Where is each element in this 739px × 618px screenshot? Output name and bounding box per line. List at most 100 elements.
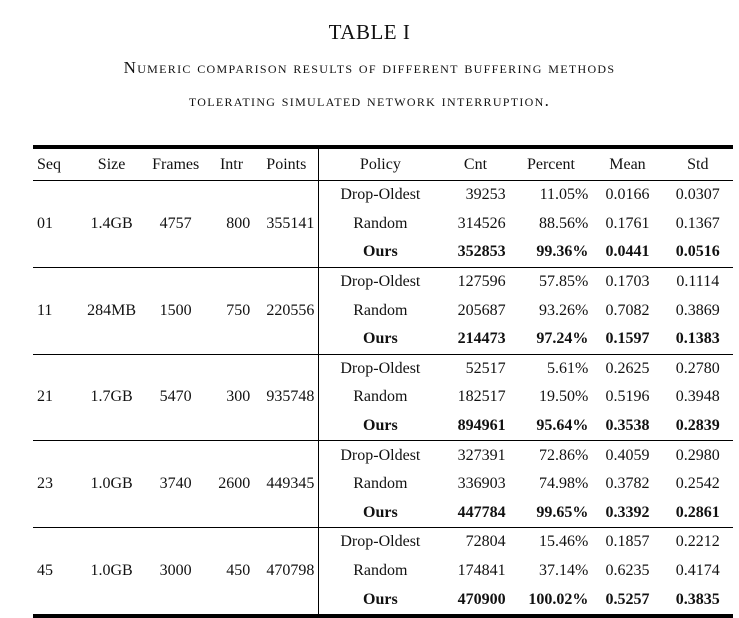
cell-std: 0.1367 [675, 214, 720, 232]
cell-percent: 5.61% [546, 359, 589, 377]
cell-policy: Ours [318, 411, 442, 442]
cell-std: 0.2212 [675, 533, 720, 551]
cell-percent: 99.36% [509, 238, 593, 268]
cell-percent: 74.98% [538, 475, 589, 493]
cell-policy: Drop-Oldest [318, 527, 442, 557]
cell-policy: Drop-Oldest [318, 180, 442, 210]
table-row: 45 1.0GB 3000 450 470798 Drop-Oldest 72804 15.4… [33, 527, 733, 618]
cell-percent: 19.50% [538, 388, 589, 406]
results-table: Seq Size Frames Intr Points Policy Cnt P… [33, 145, 733, 618]
table-row: 11 284MB 1500 750 220556 Drop-Oldest 127596 57.… [33, 267, 733, 355]
cell-mean: 0.1857 [605, 533, 650, 551]
cell-frames: 3740 [142, 440, 209, 529]
cell-policy: Ours [318, 324, 442, 355]
cell-std: 0.2839 [662, 411, 733, 442]
table-row: Random 174841 37.14% 0.6235 0.4174 [33, 556, 733, 586]
cell-frames: 5470 [142, 354, 209, 442]
cell-policy: Random [318, 209, 442, 239]
table-row: Random 314526 88.56% 0.1761 0.1367 [33, 209, 733, 239]
cell-seq: 01 [33, 180, 81, 268]
table-row: Ours 894961 95.64% 0.3538 0.2839 [33, 411, 733, 442]
table-row: Ours 352853 99.36% 0.0441 0.0516 [33, 238, 733, 268]
cell-std: 0.3869 [675, 301, 720, 319]
header-seq: Seq [33, 147, 81, 181]
cell-size: 284MB [80, 267, 143, 355]
header-percent: Percent [509, 147, 593, 181]
cell-policy: Ours [318, 238, 442, 268]
cell-percent: 15.46% [538, 533, 589, 551]
table-body: 01 1.4GB 4757 800 355141 Drop-Oldest 39253 11.0… [33, 180, 733, 618]
cell-percent: 57.85% [538, 273, 589, 291]
cell-cnt: 72804 [465, 533, 506, 551]
cell-intr: 300 [208, 354, 255, 442]
cell-percent: 88.56% [538, 214, 589, 232]
cell-mean: 0.1703 [605, 273, 650, 291]
cell-policy: Random [318, 296, 442, 325]
table-row: Random 182517 19.50% 0.5196 0.3948 [33, 383, 733, 412]
table-row: Ours 447784 99.65% 0.3392 0.2861 [33, 498, 733, 529]
cell-mean: 0.3392 [592, 498, 663, 529]
cell-percent: 37.14% [538, 562, 589, 580]
cell-cnt: 327391 [457, 446, 506, 464]
cell-frames: 3000 [142, 527, 209, 618]
cell-policy: Drop-Oldest [318, 440, 442, 470]
header-size: Size [80, 147, 143, 181]
cell-std: 0.3835 [662, 585, 733, 618]
cell-size: 1.0GB [80, 527, 143, 618]
cell-mean: 0.2625 [605, 359, 650, 377]
header-std: Std [662, 147, 733, 181]
cell-std: 0.2861 [662, 498, 733, 529]
cell-std: 0.1114 [676, 273, 720, 291]
cell-intr: 750 [208, 267, 255, 355]
cell-policy: Drop-Oldest [318, 354, 442, 384]
cell-std: 0.2780 [675, 359, 720, 377]
cell-mean: 0.1597 [592, 324, 663, 355]
cell-cnt: 336903 [457, 475, 506, 493]
table-number: TABLE I [328, 20, 411, 44]
cell-intr: 450 [208, 527, 255, 618]
cell-cnt: 127596 [457, 273, 506, 291]
cell-intr: 2600 [208, 440, 255, 529]
cell-cnt: 470900 [441, 585, 510, 618]
cell-seq: 11 [33, 267, 81, 355]
cell-size: 1.0GB [80, 440, 143, 529]
cell-mean: 0.5257 [592, 585, 663, 618]
table-row: 23 1.0GB 3740 2600 449345 Drop-Oldest 327391 72… [33, 440, 733, 529]
cell-cnt: 52517 [465, 359, 506, 377]
cell-cnt: 214473 [441, 324, 510, 355]
cell-size: 1.7GB [80, 354, 143, 442]
cell-std: 0.1383 [662, 324, 733, 355]
cell-policy: Ours [318, 498, 442, 529]
cell-frames: 1500 [142, 267, 209, 355]
cell-frames: 4757 [142, 180, 209, 268]
table-header-row: Seq Size Frames Intr Points Policy Cnt P… [33, 147, 733, 181]
cell-policy: Random [318, 383, 442, 412]
cell-points: 935748 [254, 354, 319, 442]
cell-mean: 0.0166 [605, 186, 650, 204]
cell-std: 0.4174 [675, 562, 720, 580]
cell-points: 470798 [254, 527, 319, 618]
cell-seq: 21 [33, 354, 81, 442]
cell-policy: Random [318, 469, 442, 499]
cell-mean: 0.4059 [605, 446, 650, 464]
cell-cnt: 352853 [441, 238, 510, 268]
header-intr: Intr [208, 147, 255, 181]
cell-std: 0.3948 [675, 388, 720, 406]
cell-percent: 100.02% [509, 585, 593, 618]
header-points: Points [254, 147, 319, 181]
header-policy: Policy [318, 147, 442, 181]
cell-std: 0.2980 [675, 446, 720, 464]
header-cnt: Cnt [441, 147, 510, 181]
cell-policy: Drop-Oldest [318, 267, 442, 297]
table-row: Ours 470900 100.02% 0.5257 0.3835 [33, 585, 733, 618]
cell-std: 0.2542 [675, 475, 720, 493]
cell-mean: 0.5196 [605, 388, 650, 406]
cell-cnt: 314526 [457, 214, 506, 232]
table-row: Ours 214473 97.24% 0.1597 0.1383 [33, 324, 733, 355]
cell-mean: 0.6235 [605, 562, 650, 580]
cell-mean: 0.3782 [605, 475, 650, 493]
cell-mean: 0.0441 [592, 238, 663, 268]
cell-points: 220556 [254, 267, 319, 355]
header-mean: Mean [592, 147, 663, 181]
cell-cnt: 447784 [441, 498, 510, 529]
